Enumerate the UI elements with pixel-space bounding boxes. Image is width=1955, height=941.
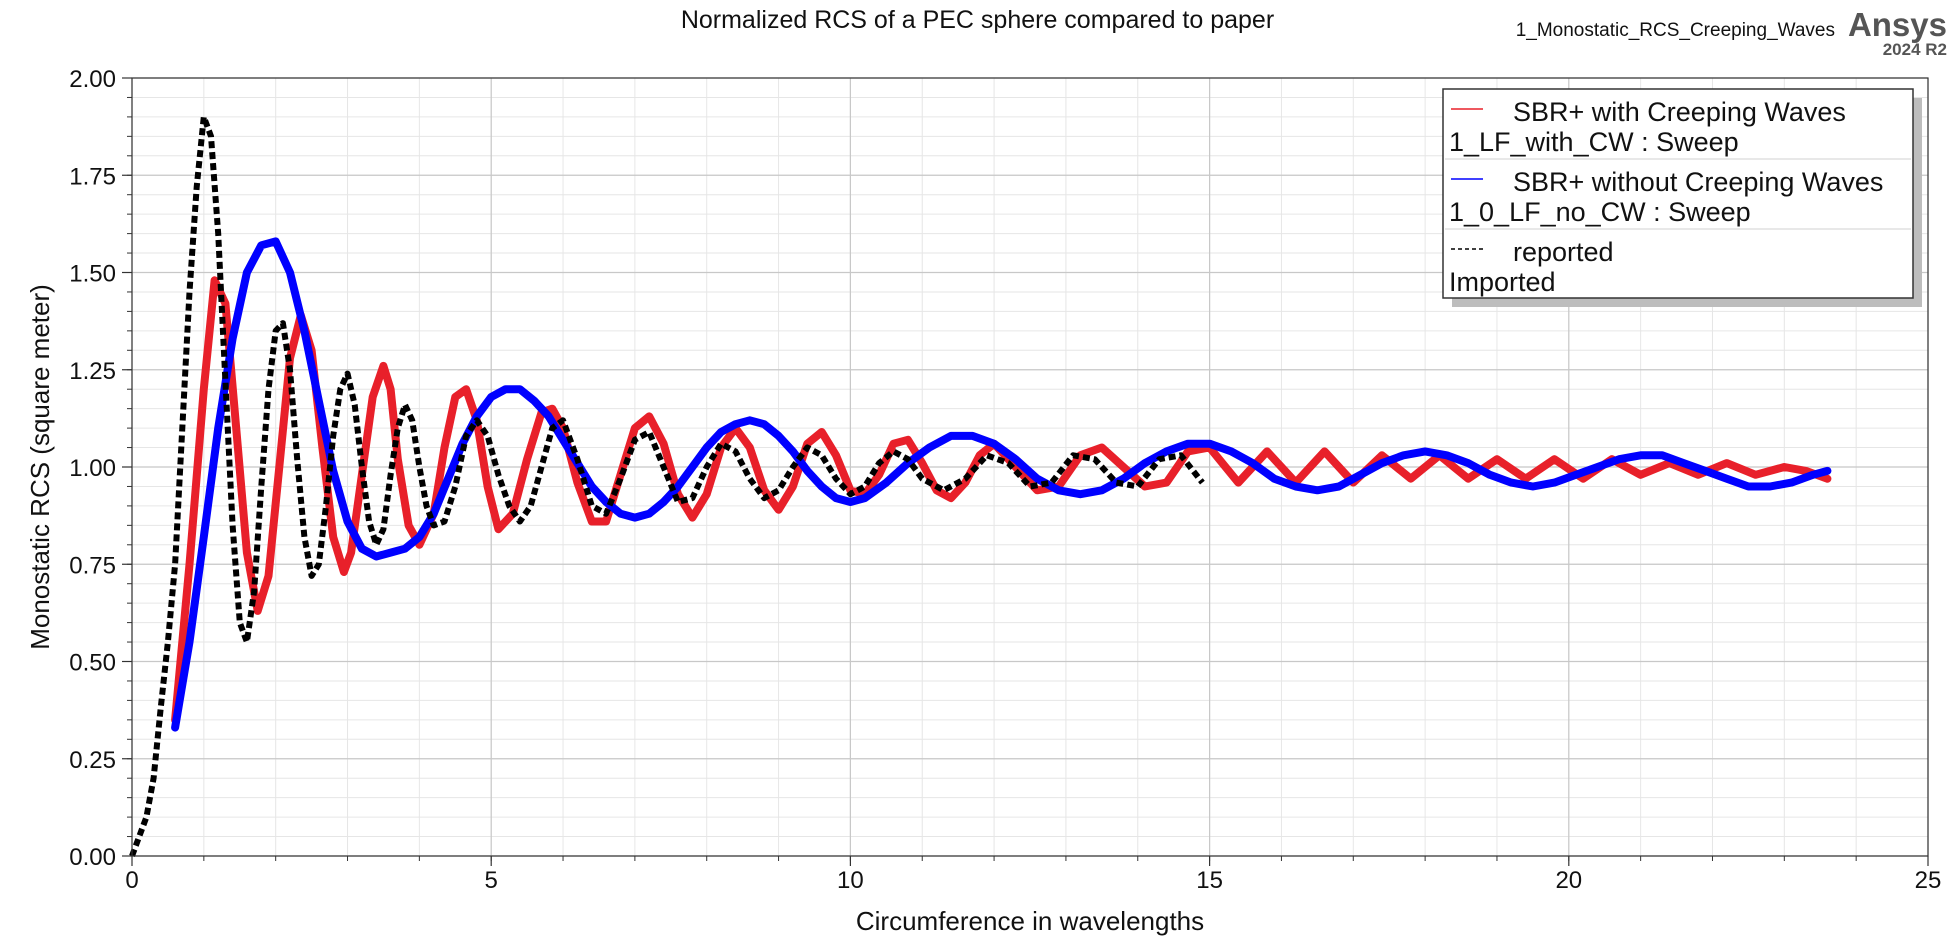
x-tick-label: 25	[1915, 867, 1942, 894]
y-tick-label: 1.00	[69, 455, 116, 482]
y-tick-label: 1.75	[69, 163, 116, 190]
brand-name: Ansys	[1847, 6, 1947, 43]
legend-source: 1_LF_with_CW : Sweep	[1449, 127, 1739, 157]
brand-logo: Ansys 2024 R2	[1848, 8, 1947, 58]
y-tick-label: 0.75	[69, 552, 116, 579]
series-line-1	[171, 276, 1832, 724]
y-tick-label: 0.25	[69, 747, 116, 774]
legend-source: Imported	[1449, 267, 1556, 297]
x-tick-label: 20	[1555, 867, 1582, 894]
x-tick-label: 0	[125, 867, 138, 894]
brand-version: 2024 R2	[1882, 40, 1947, 59]
series-layer	[129, 113, 1832, 858]
x-axis-label: Circumference in wavelengths	[856, 906, 1204, 936]
x-tick-label: 5	[485, 867, 498, 894]
y-axis-label: Monostatic RCS (square meter)	[25, 284, 55, 650]
y-tick-label: 0.00	[69, 844, 116, 871]
y-tick-label: 0.50	[69, 650, 116, 677]
design-name: 1_Monostatic_RCS_Creeping_Waves	[1515, 20, 1835, 41]
series-line-2	[171, 237, 1832, 732]
x-tick-label: 15	[1196, 867, 1223, 894]
legend-source: 1_0_LF_no_CW : Sweep	[1449, 197, 1751, 227]
legend-label: reported	[1513, 237, 1614, 267]
tick-labels: 0 5 10 15 20 25 0.00 0.25 0.50 0.75 1.00 1.25 1.50 1.…	[69, 66, 1941, 894]
legend-label: SBR+ without Creeping Waves	[1513, 167, 1883, 197]
legend-label: SBR+ with Creeping Waves	[1513, 97, 1846, 127]
y-tick-label: 1.50	[69, 261, 116, 288]
legend-box	[1442, 88, 1914, 299]
x-tick-label: 10	[837, 867, 864, 894]
y-tick-label: 1.25	[69, 358, 116, 385]
y-tick-label: 2.00	[69, 66, 116, 93]
chart-title: Normalized RCS of a PEC sphere compared …	[680, 6, 1275, 34]
series-line-3	[129, 113, 1205, 858]
axes	[122, 77, 1929, 866]
